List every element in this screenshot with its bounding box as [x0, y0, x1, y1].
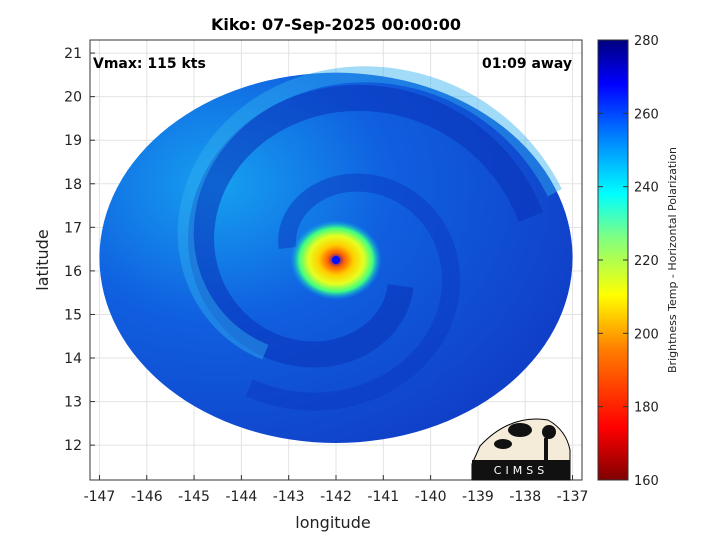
y-axis-label: latitude	[33, 229, 52, 290]
y-tick-label: 14	[64, 351, 82, 367]
colorbar-tick-label: 160	[634, 474, 659, 489]
colorbar-label: Brightness Temp - Horizontal Polarizatio…	[666, 147, 679, 373]
colorbar-tick-label: 260	[634, 107, 659, 122]
x-tick-label: -138	[509, 489, 541, 505]
rainband-dark	[187, 84, 543, 368]
swath-group	[99, 66, 573, 443]
colorbar-tick-label: 200	[634, 327, 659, 342]
storm-eye	[332, 256, 340, 264]
satellite-dish-icon	[494, 439, 512, 449]
x-tick-label: -143	[273, 489, 305, 505]
x-tick-label: -139	[462, 489, 494, 505]
logo-banner	[472, 460, 570, 480]
water-tower-icon	[544, 438, 548, 462]
logo-text: CIMSS	[494, 464, 548, 477]
x-tick-label: -137	[557, 489, 589, 505]
x-tick-label: -140	[415, 489, 447, 505]
x-tick-label: -141	[367, 489, 399, 505]
y-tick-label: 17	[64, 220, 82, 236]
x-axis-label: longitude	[295, 513, 370, 532]
x-axis-ticks: -147 -146 -145 -144 -143 -142 -141 -140 -139 -138…	[84, 475, 589, 505]
y-tick-label: 15	[64, 307, 82, 323]
x-tick-label: -147	[84, 489, 116, 505]
colorbar-ticks: 160 180 200 220 240 260 280	[598, 34, 659, 489]
cimss-logo: CIMSS	[471, 418, 571, 481]
colorbar-tick-label: 280	[634, 34, 659, 49]
y-tick-label: 21	[64, 46, 82, 62]
y-tick-label: 13	[64, 395, 82, 411]
y-tick-label: 19	[64, 133, 82, 149]
rainband-dark	[245, 173, 461, 411]
water-tower-icon	[542, 425, 556, 439]
satellite-dish-icon	[508, 423, 532, 437]
x-tick-label: -144	[225, 489, 257, 505]
y-tick-label: 12	[64, 438, 82, 454]
vmax-annotation: Vmax: 115 kts	[93, 56, 206, 72]
x-tick-label: -146	[131, 489, 163, 505]
chart-title: Kiko: 07-Sep-2025 00:00:00	[211, 15, 461, 34]
x-tick-label: -142	[320, 489, 352, 505]
y-tick-label: 20	[64, 90, 82, 106]
y-axis-ticks: 12 13 14 15 16 17 18 19 20 21	[64, 46, 95, 454]
x-tick-label: -145	[178, 489, 210, 505]
rainband-light	[177, 66, 562, 360]
colorbar-tick-label: 220	[634, 254, 659, 269]
colorbar-tick-label: 240	[634, 181, 659, 196]
colorbar-tick-label: 180	[634, 401, 659, 416]
y-tick-label: 18	[64, 177, 82, 193]
y-tick-label: 16	[64, 264, 82, 280]
time-offset-annotation: 01:09 away	[482, 56, 572, 72]
